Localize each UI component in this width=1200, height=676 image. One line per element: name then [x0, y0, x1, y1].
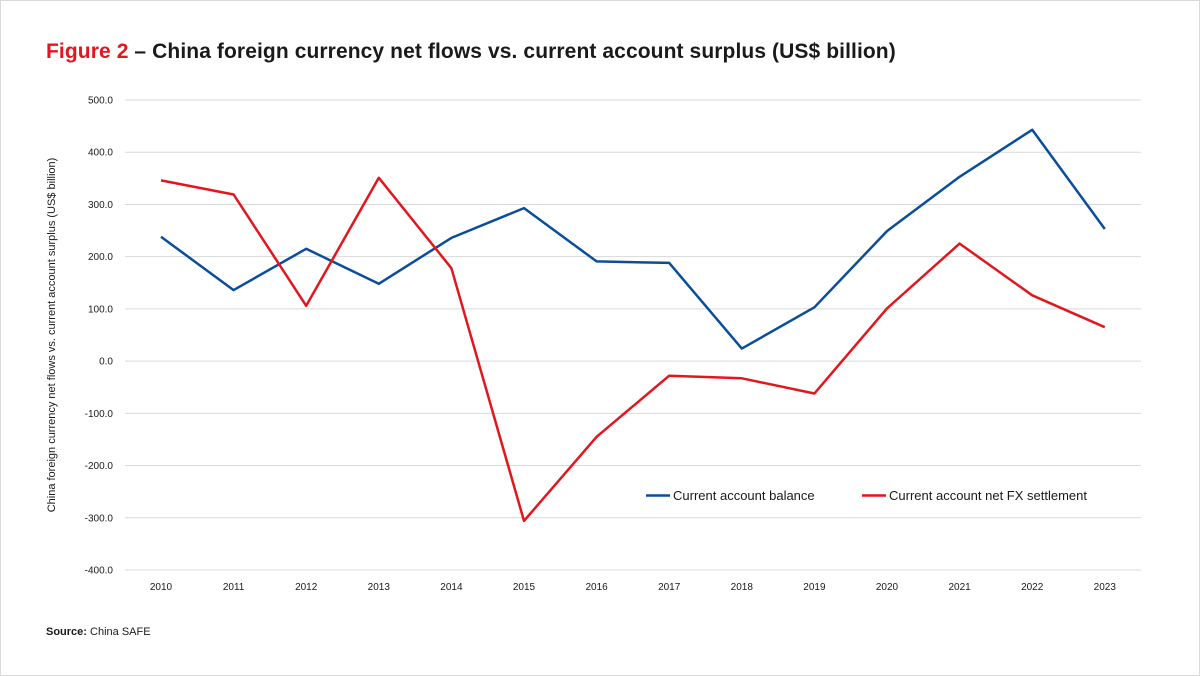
figure-title-text: – China foreign currency net flows vs. c… — [128, 40, 896, 63]
y-tick-label: 0.0 — [99, 357, 113, 368]
x-tick-label: 2014 — [440, 582, 463, 593]
series-line-net-fx-settlement — [160, 176, 1106, 523]
x-tick-label: 2015 — [513, 582, 536, 593]
y-tick-label: -300.0 — [85, 513, 114, 524]
y-tick-label: 500.0 — [88, 96, 113, 107]
x-tick-label: 2010 — [150, 582, 173, 593]
x-tick-label: 2020 — [876, 582, 899, 593]
x-tick-label: 2017 — [658, 582, 681, 593]
x-tick-label: 2021 — [948, 582, 971, 593]
source-note: Source: China SAFE — [46, 626, 151, 638]
y-tick-labels: -400.0 -300.0 -200.0 -100.0 0.0 100.0 200.0 300… — [85, 96, 114, 577]
legend-label-current-account-balance: Current account balance — [673, 488, 815, 503]
y-tick-label: -100.0 — [85, 409, 114, 420]
x-tick-label: 2023 — [1094, 582, 1117, 593]
x-tick-label: 2019 — [803, 582, 826, 593]
series-lines — [160, 128, 1106, 523]
gridlines — [125, 99, 1141, 571]
y-tick-label: -200.0 — [85, 461, 114, 472]
y-tick-label: 300.0 — [88, 200, 113, 211]
figure-title: Figure 2 – China foreign currency net fl… — [46, 40, 896, 64]
source-label: Source: — [46, 626, 87, 638]
series-line-current-account-balance — [160, 128, 1106, 350]
y-axis-label: China foreign currency net flows vs. cur… — [46, 158, 58, 513]
x-tick-label: 2011 — [223, 582, 245, 593]
legend: Current account balance Current account … — [646, 488, 1087, 503]
x-tick-label: 2012 — [295, 582, 318, 593]
x-tick-label: 2013 — [368, 582, 391, 593]
x-tick-label: 2022 — [1021, 582, 1044, 593]
y-tick-label: 400.0 — [88, 148, 113, 159]
x-tick-label: 2016 — [585, 582, 608, 593]
y-tick-label: 100.0 — [88, 304, 113, 315]
source-text: China SAFE — [86, 626, 151, 638]
x-tick-label: 2018 — [731, 582, 754, 593]
x-tick-labels: 2010 2011 2012 2013 2014 2015 2016 2017 2018 2019… — [150, 582, 1116, 593]
legend-label-net-fx-settlement: Current account net FX settlement — [889, 488, 1087, 503]
y-tick-label: 200.0 — [88, 252, 113, 263]
figure-number: Figure 2 — [46, 40, 129, 63]
y-tick-label: -400.0 — [85, 566, 114, 577]
